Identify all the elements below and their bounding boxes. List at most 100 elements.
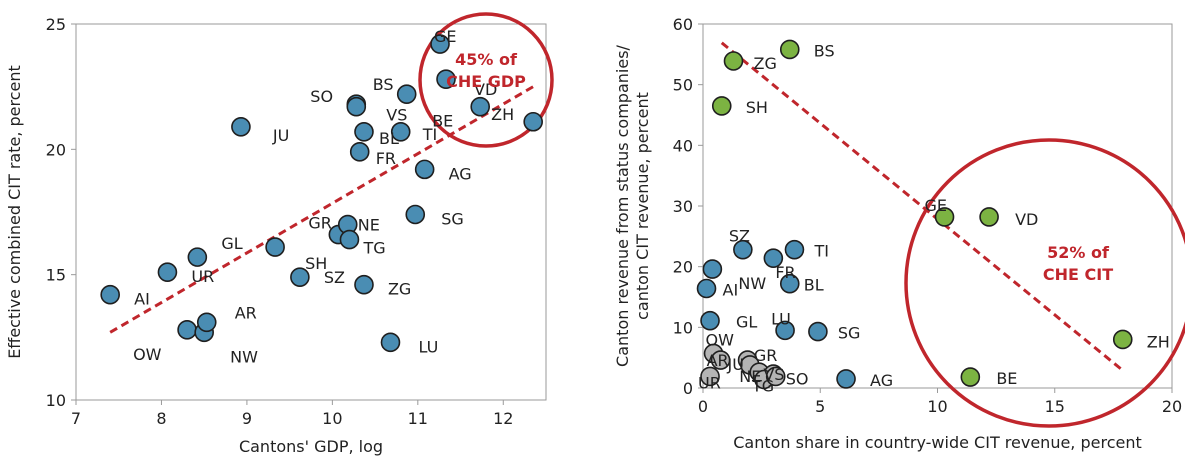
x-axis-title: Canton share in country-wide CIT revenue… xyxy=(733,433,1142,452)
y-tick-label: 20 xyxy=(46,140,66,159)
annotation-text: 52% of xyxy=(1047,243,1110,262)
y-tick-label: 60 xyxy=(673,15,693,34)
point-label-gr: GR xyxy=(308,214,332,233)
x-axis-title: Cantons' GDP, log xyxy=(239,437,383,456)
point-label-ge: GE xyxy=(434,27,457,46)
data-point-ow xyxy=(177,320,197,340)
point-label-vd: VD xyxy=(1015,210,1038,229)
data-point-sz xyxy=(733,239,753,260)
point-label-be: BE xyxy=(432,112,453,131)
point-label-ju: JU xyxy=(727,355,744,374)
point-label-ne: NE xyxy=(739,367,761,386)
point-label-be: BE xyxy=(996,369,1017,388)
highlight-circle xyxy=(418,12,554,148)
data-point-ai xyxy=(100,284,120,305)
point-label-ju: JU xyxy=(272,126,289,145)
x-tick-label: 7 xyxy=(71,409,81,428)
data-point-ti xyxy=(784,239,805,260)
point-label-gr: GR xyxy=(754,346,778,365)
data-point-sg xyxy=(405,204,426,225)
data-point-sz xyxy=(290,267,310,287)
data-point-vd xyxy=(436,69,456,89)
point-label-tg: TG xyxy=(751,377,774,396)
annotation-text: 45% of xyxy=(455,50,518,69)
data-point-nw xyxy=(702,259,723,279)
data-point-bs xyxy=(396,84,417,104)
data-point-zg xyxy=(354,274,374,295)
data-point-tg xyxy=(339,229,360,250)
data-point-ur xyxy=(157,262,178,282)
point-label-vd: VD xyxy=(474,80,497,99)
point-label-bl: BL xyxy=(379,129,399,148)
x-tick-label: 8 xyxy=(156,409,166,428)
data-point-ag xyxy=(414,159,435,180)
trendline xyxy=(720,41,1124,372)
point-label-ar: AR xyxy=(235,303,257,322)
data-point-be xyxy=(960,367,981,387)
point-label-lu: LU xyxy=(418,337,438,356)
y-tick-label: 50 xyxy=(673,76,693,95)
data-point-sg xyxy=(808,321,828,342)
data-point-bl xyxy=(354,121,374,142)
data-point-so xyxy=(765,366,786,387)
annotation-text: CHE GDP xyxy=(446,72,526,91)
data-point-sh xyxy=(711,96,732,116)
trendline xyxy=(109,85,534,334)
data-point-zh xyxy=(523,111,543,132)
point-label-bl: BL xyxy=(804,276,824,295)
point-label-ag: AG xyxy=(449,164,472,183)
point-label-ar: AR xyxy=(707,351,729,370)
data-point-zg xyxy=(723,51,744,71)
point-label-ti: TI xyxy=(422,125,438,144)
point-label-fr: FR xyxy=(376,149,396,168)
data-point-sh xyxy=(265,237,285,257)
point-label-sg: SG xyxy=(838,324,861,343)
y-tick-label: 25 xyxy=(46,15,66,34)
point-label-ge: GE xyxy=(925,196,948,215)
data-point-fr xyxy=(349,142,370,162)
x-tick-label: 11 xyxy=(408,409,428,428)
point-label-zh: ZH xyxy=(1147,332,1170,351)
data-point-ur xyxy=(700,366,720,387)
y-tick-label: 40 xyxy=(673,136,693,155)
y-tick-label: 10 xyxy=(673,318,693,337)
point-label-sh: SH xyxy=(305,254,327,273)
data-point-ai xyxy=(696,278,717,299)
data-point-ag xyxy=(836,369,856,389)
point-label-zg: ZG xyxy=(753,54,776,73)
point-label-bs: BS xyxy=(373,75,394,94)
data-point-lu xyxy=(775,320,795,341)
data-point-be xyxy=(470,96,491,117)
plot-frame xyxy=(75,23,547,401)
point-label-sz: SZ xyxy=(324,268,345,287)
x-tick-label: 12 xyxy=(493,409,513,428)
point-label-ag: AG xyxy=(870,371,893,390)
y-axis-title-line: canton CIT revenue, percent xyxy=(633,92,652,320)
data-point-fr xyxy=(763,248,784,268)
point-label-fr: FR xyxy=(775,263,795,282)
point-label-ai: AI xyxy=(134,290,150,309)
y-axis-title: Effective combined CIT rate, percent xyxy=(5,65,24,359)
highlight-circle xyxy=(904,138,1185,428)
point-label-gl: GL xyxy=(221,234,242,253)
data-point-bs xyxy=(779,39,800,60)
point-label-bs: BS xyxy=(814,41,835,60)
point-label-ur: UR xyxy=(191,267,214,286)
x-tick-label: 20 xyxy=(1162,397,1182,416)
point-label-gl: GL xyxy=(736,313,757,332)
y-tick-label: 0 xyxy=(683,379,693,398)
data-point-gl xyxy=(700,310,720,331)
point-label-ai: AI xyxy=(723,281,739,300)
x-tick-label: 9 xyxy=(242,409,252,428)
data-point-vs xyxy=(346,96,367,117)
point-label-vs: VS xyxy=(763,365,784,384)
point-label-ow: OW xyxy=(133,345,162,364)
data-point-zh xyxy=(1112,329,1133,350)
x-tick-label: 0 xyxy=(698,397,708,416)
data-point-ge xyxy=(934,207,955,227)
point-label-ur: UR xyxy=(698,373,721,392)
y-tick-label: 20 xyxy=(673,258,693,277)
y-tick-label: 15 xyxy=(46,266,66,285)
x-tick-label: 15 xyxy=(1045,397,1065,416)
